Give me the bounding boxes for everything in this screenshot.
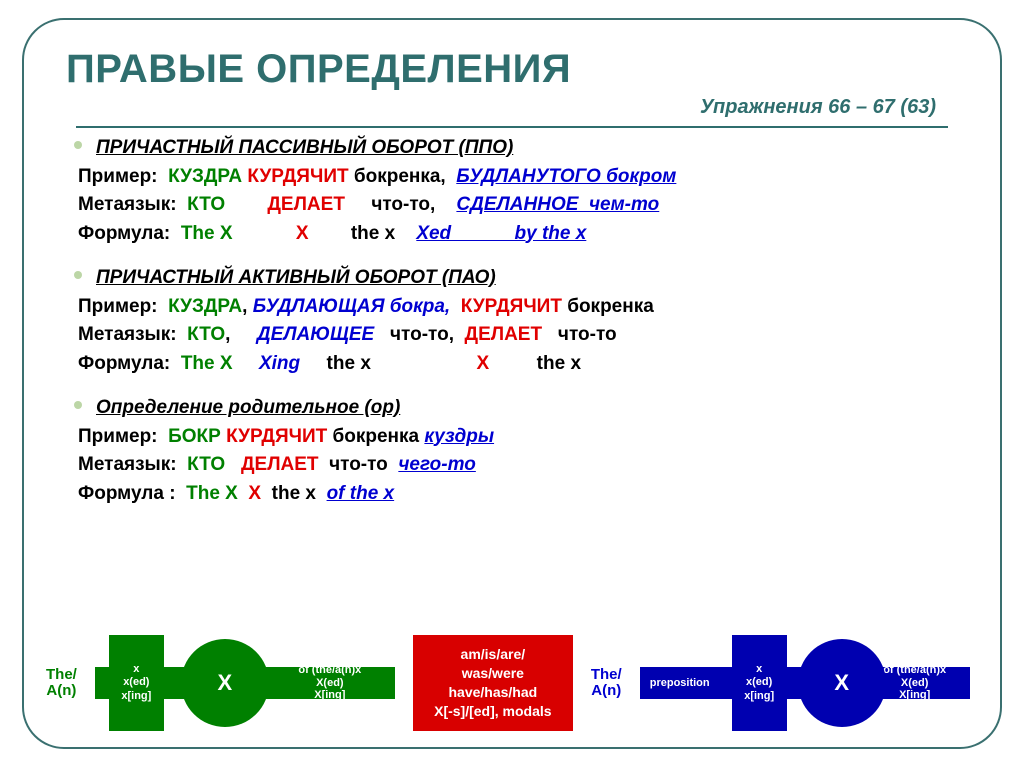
meta-line-part: КТО	[187, 324, 225, 345]
example-line-part: ,	[242, 296, 253, 317]
meta-line-part: что-то	[542, 324, 617, 345]
formula-line: Формула: The X Xing the x X the x	[78, 350, 948, 379]
formula-line-part: Xed by the x	[416, 223, 586, 244]
formula-line-part: The X	[181, 353, 233, 374]
section: ПРИЧАСТНЫЙ АКТИВНЫЙ ОБОРОТ (ПАО)Пример: …	[96, 264, 948, 378]
meta-line: Метаязык: КТО ДЕЛАЕТ что-то, СДЕЛАННОЕ ч…	[78, 191, 948, 220]
content-area: ПРИЧАСТНЫЙ ПАССИВНЫЙ ОБОРОТ (ППО) Пример:…	[66, 128, 958, 508]
section-gap	[96, 378, 948, 394]
example-line-label: Пример:	[78, 166, 168, 187]
formula-line-label: Формула:	[78, 353, 181, 374]
formula-line-part: The X	[186, 483, 238, 504]
meta-line-part: СДЕЛАННОЕ чем-то	[456, 194, 659, 215]
formula-line-part: the x	[309, 223, 417, 244]
meta-line-part: ,	[225, 324, 257, 345]
example-line-part: бокренка	[327, 426, 424, 447]
example-line-part: бокренка	[562, 296, 654, 317]
meta-line-part: КТО	[187, 194, 225, 215]
formula-line-part	[233, 223, 296, 244]
example-line: Пример: БОКР КУРДЯЧИТ бокренка куздры	[78, 423, 948, 452]
bullet-icon	[74, 271, 82, 279]
meta-line-part: ДЕЛАЮЩЕЕ	[257, 324, 374, 345]
section: ПРИЧАСТНЫЙ ПАССИВНЫЙ ОБОРОТ (ППО)Пример:…	[96, 134, 948, 248]
bullet-icon	[74, 141, 82, 149]
bullet-icon	[74, 401, 82, 409]
meta-line-part	[225, 194, 267, 215]
green-diagram: of (the/a(n)x X(ed) X[ing] x x(ed) x[ing…	[95, 635, 395, 731]
green-right-seg: of (the/a(n)x X(ed) X[ing]	[265, 667, 395, 699]
blue-hub: X	[798, 639, 886, 727]
section-heading: Определение родительное (ор)	[96, 397, 400, 418]
formula-line: Формула : The X X the x of the x	[78, 480, 948, 509]
meta-line-part: ДЕЛАЕТ	[241, 454, 319, 475]
blue-left-tab: x x(ed) x[ing]	[732, 635, 787, 731]
meta-line-label: Метаязык:	[78, 454, 187, 475]
meta-line: Метаязык: КТО ДЕЛАЕТ что-то чего-то	[78, 451, 948, 480]
formula-line-part: X	[476, 353, 489, 374]
example-line-part: БУДЛАНУТОГО бокром	[456, 166, 676, 187]
formula-line-part: Xing	[259, 353, 300, 374]
section-heading-row: ПРИЧАСТНЫЙ АКТИВНЫЙ ОБОРОТ (ПАО)	[96, 264, 948, 293]
formula-line-part	[238, 483, 249, 504]
bottom-diagrams: The/ A(n) of (the/a(n)x X(ed) X[ing] x x…	[46, 635, 970, 731]
example-line-part: куздры	[424, 426, 494, 447]
label-the-an-right: The/ A(n)	[591, 667, 622, 700]
meta-line-part: ДЕЛАЕТ	[267, 194, 345, 215]
blue-diagram: preposition of (the/a(n)x X(ed) X[ing] x…	[640, 635, 970, 731]
meta-line-label: Метаязык:	[78, 324, 187, 345]
section-heading: ПРИЧАСТНЫЙ ПАССИВНЫЙ ОБОРОТ (ППО)	[96, 137, 513, 158]
formula-line-part: X	[248, 483, 261, 504]
meta-line-part: чего-то	[398, 454, 476, 475]
example-line: Пример: КУЗДРА КУРДЯЧИТ бокренка, БУДЛАН…	[78, 163, 948, 192]
formula-line-part: The X	[181, 223, 233, 244]
section: Определение родительное (ор)Пример: БОКР…	[96, 394, 948, 508]
formula-line-part: the x	[300, 353, 476, 374]
section-heading-row: ПРИЧАСТНЫЙ ПАССИВНЫЙ ОБОРОТ (ППО)	[96, 134, 948, 163]
blue-prep-seg: preposition	[640, 667, 720, 699]
example-line-part: БУДЛАЮЩАЯ бокра,	[253, 296, 451, 317]
meta-line-part	[225, 454, 241, 475]
example-line-part	[450, 296, 461, 317]
example-line-label: Пример:	[78, 296, 168, 317]
meta-line-part	[454, 324, 465, 345]
slide-title: ПРАВЫЕ ОПРЕДЕЛЕНИЯ	[66, 48, 958, 90]
example-line-part: КУРДЯЧИТ	[247, 166, 348, 187]
example-line: Пример: КУЗДРА, БУДЛАЮЩАЯ бокра, КУРДЯЧИ…	[78, 293, 948, 322]
formula-line-part: the x	[261, 483, 326, 504]
example-line-part: КУРДЯЧИТ	[226, 426, 327, 447]
section-gap	[96, 248, 948, 264]
section-heading-row: Определение родительное (ор)	[96, 394, 948, 423]
meta-line-part: ДЕЛАЕТ	[465, 324, 543, 345]
red-center-box: am/is/are/ was/were have/has/had X[-s]/[…	[413, 635, 573, 731]
formula-line-label: Формула :	[78, 483, 186, 504]
slide-frame: ПРАВЫЕ ОПРЕДЕЛЕНИЯ Упражнения 66 – 67 (6…	[22, 18, 1002, 749]
example-line-part: КУРДЯЧИТ	[461, 296, 562, 317]
formula-line: Формула: The X X the x Xed by the x	[78, 220, 948, 249]
meta-line-part: что-то	[374, 324, 449, 345]
formula-line-part: of the x	[327, 483, 395, 504]
meta-line-part: КТО	[187, 454, 225, 475]
formula-line-label: Формула:	[78, 223, 181, 244]
meta-line-part: что-то	[319, 454, 399, 475]
green-hub: X	[181, 639, 269, 727]
meta-line-label: Метаязык:	[78, 194, 187, 215]
formula-line-part: X	[296, 223, 309, 244]
slide-subtitle: Упражнения 66 – 67 (63)	[700, 96, 936, 119]
green-left-tab: x x(ed) x[ing]	[109, 635, 164, 731]
example-line-part: БОКР	[168, 426, 221, 447]
meta-line: Метаязык: КТО, ДЕЛАЮЩЕЕ что-то, ДЕЛАЕТ ч…	[78, 321, 948, 350]
example-line-part: КУЗДРА	[168, 166, 242, 187]
section-heading: ПРИЧАСТНЫЙ АКТИВНЫЙ ОБОРОТ (ПАО)	[96, 267, 496, 288]
label-the-an-left: The/ A(n)	[46, 667, 77, 700]
example-line-label: Пример:	[78, 426, 168, 447]
meta-line-part: что-то,	[345, 194, 456, 215]
formula-line-part	[233, 353, 259, 374]
formula-line-part: the x	[489, 353, 581, 374]
example-line-part: КУЗДРА	[168, 296, 242, 317]
example-line-part: бокренка,	[349, 166, 457, 187]
